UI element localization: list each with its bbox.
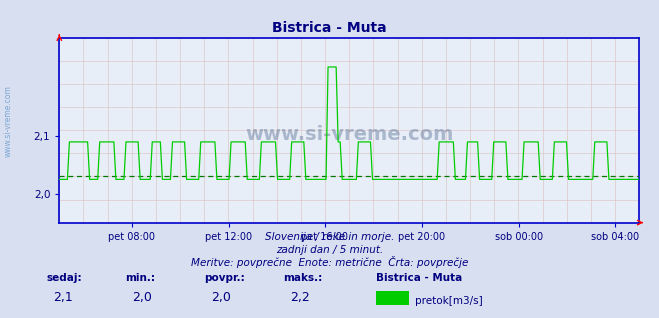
Text: www.si-vreme.com: www.si-vreme.com [4,85,13,157]
Text: 2,1: 2,1 [53,291,72,303]
Text: zadnji dan / 5 minut.: zadnji dan / 5 minut. [276,245,383,255]
Text: min.:: min.: [125,273,156,283]
Text: Bistrica - Muta: Bistrica - Muta [272,21,387,35]
Text: 2,0: 2,0 [132,291,152,303]
Text: maks.:: maks.: [283,273,323,283]
Text: 2,2: 2,2 [290,291,310,303]
Text: sedaj:: sedaj: [46,273,82,283]
Text: 2,0: 2,0 [211,291,231,303]
Text: pretok[m3/s]: pretok[m3/s] [415,295,483,306]
Text: povpr.:: povpr.: [204,273,245,283]
Text: Slovenija / reke in morje.: Slovenija / reke in morje. [265,232,394,242]
Text: www.si-vreme.com: www.si-vreme.com [245,125,453,143]
Text: Bistrica - Muta: Bistrica - Muta [376,273,462,283]
Text: Meritve: povprečne  Enote: metrične  Črta: povprečje: Meritve: povprečne Enote: metrične Črta:… [191,256,468,267]
